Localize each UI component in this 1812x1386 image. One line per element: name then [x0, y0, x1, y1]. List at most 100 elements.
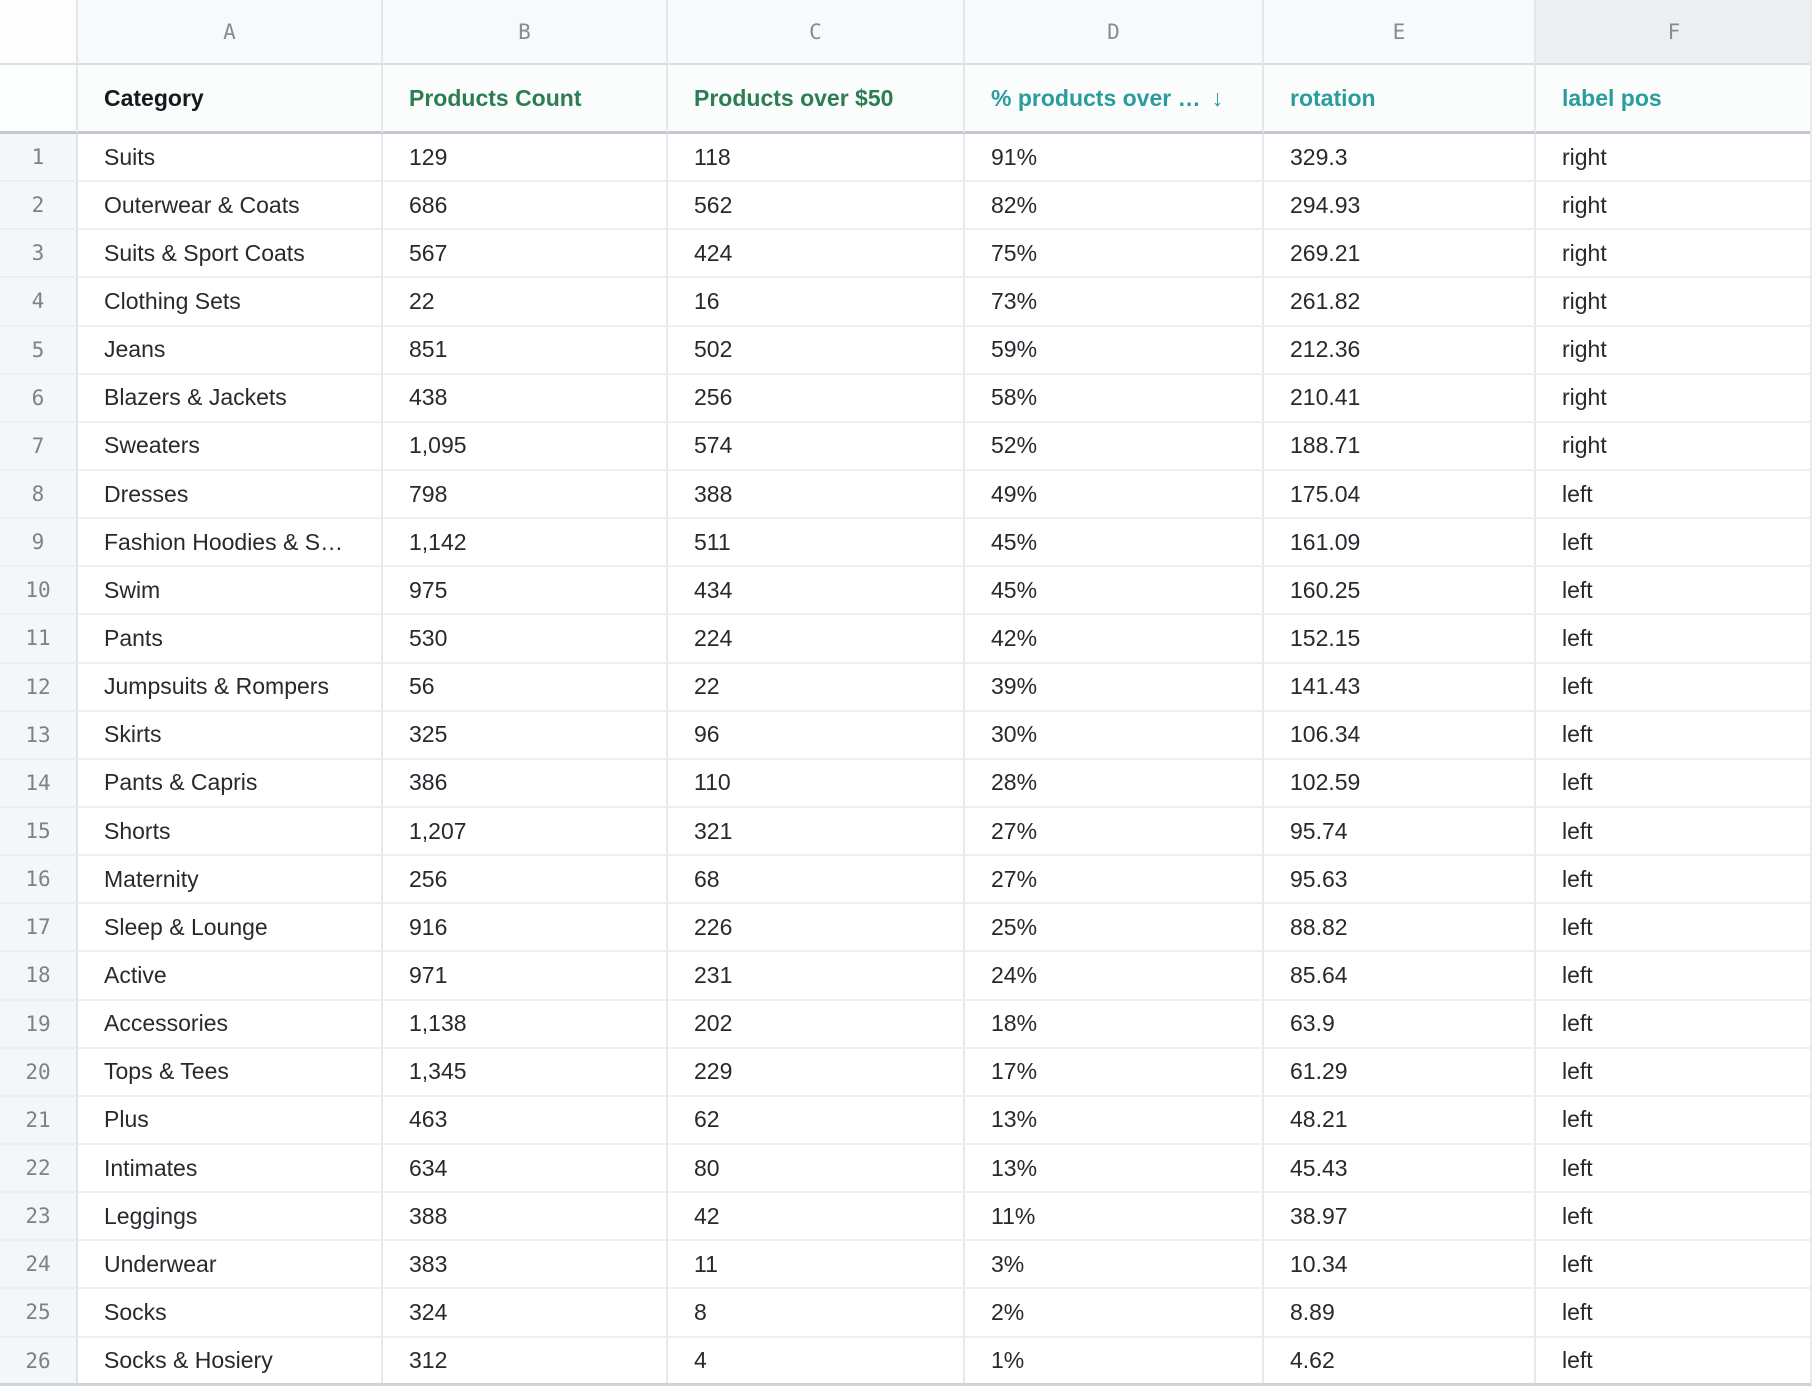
cell-b14[interactable]: 386 — [383, 759, 668, 808]
cell-a22[interactable]: Intimates — [78, 1144, 383, 1194]
cell-e13[interactable]: 106.34 — [1264, 711, 1536, 760]
cell-d25[interactable]: 2% — [965, 1289, 1264, 1338]
cell-e4[interactable]: 261.82 — [1264, 278, 1536, 327]
row-number[interactable]: 5 — [0, 326, 78, 375]
cell-a2[interactable]: Outerwear & Coats — [78, 182, 383, 231]
cell-c25[interactable]: 8 — [668, 1289, 965, 1338]
cell-f19[interactable]: left — [1536, 1000, 1810, 1049]
cell-d11[interactable]: 42% — [965, 615, 1264, 664]
cell-e2[interactable]: 294.93 — [1264, 182, 1536, 231]
cell-d1[interactable]: 91% — [965, 134, 1264, 183]
cell-f26[interactable]: left — [1536, 1337, 1810, 1383]
cell-a24[interactable]: Underwear — [78, 1241, 383, 1290]
row-number[interactable]: 19 — [0, 1000, 78, 1049]
cell-f9[interactable]: left — [1536, 519, 1810, 568]
cell-f12[interactable]: left — [1536, 663, 1810, 712]
cell-a1[interactable]: Suits — [78, 134, 383, 183]
cell-a18[interactable]: Active — [78, 952, 383, 1001]
cell-d4[interactable]: 73% — [965, 278, 1264, 327]
cell-c4[interactable]: 16 — [668, 278, 965, 327]
cell-a7[interactable]: Sweaters — [78, 422, 383, 471]
cell-c19[interactable]: 202 — [668, 1000, 965, 1049]
cell-e25[interactable]: 8.89 — [1264, 1289, 1536, 1338]
cell-d15[interactable]: 27% — [965, 807, 1264, 857]
cell-e14[interactable]: 102.59 — [1264, 759, 1536, 808]
cell-b23[interactable]: 388 — [383, 1193, 668, 1242]
cell-a20[interactable]: Tops & Tees — [78, 1048, 383, 1097]
cell-f11[interactable]: left — [1536, 615, 1810, 664]
row-number[interactable]: 11 — [0, 615, 78, 664]
cell-a9[interactable]: Fashion Hoodies & S… — [78, 519, 383, 568]
cell-d21[interactable]: 13% — [965, 1096, 1264, 1145]
cell-b25[interactable]: 324 — [383, 1289, 668, 1338]
cell-e6[interactable]: 210.41 — [1264, 374, 1536, 423]
row-number[interactable]: 25 — [0, 1289, 78, 1338]
cell-b6[interactable]: 438 — [383, 374, 668, 423]
row-number[interactable]: 17 — [0, 904, 78, 953]
cell-e5[interactable]: 212.36 — [1264, 326, 1536, 375]
cell-a16[interactable]: Maternity — [78, 856, 383, 905]
cell-c5[interactable]: 502 — [668, 326, 965, 375]
cell-c12[interactable]: 22 — [668, 663, 965, 712]
cell-d23[interactable]: 11% — [965, 1193, 1264, 1242]
column-letter-a[interactable]: A — [78, 0, 383, 65]
cell-b7[interactable]: 1,095 — [383, 422, 668, 471]
row-number[interactable]: 13 — [0, 711, 78, 760]
cell-c6[interactable]: 256 — [668, 374, 965, 423]
row-number[interactable]: 22 — [0, 1144, 78, 1194]
cell-f13[interactable]: left — [1536, 711, 1810, 760]
cell-f17[interactable]: left — [1536, 904, 1810, 953]
cell-f16[interactable]: left — [1536, 856, 1810, 905]
cell-b13[interactable]: 325 — [383, 711, 668, 760]
cell-f20[interactable]: left — [1536, 1048, 1810, 1097]
cell-d13[interactable]: 30% — [965, 711, 1264, 760]
cell-e15[interactable]: 95.74 — [1264, 807, 1536, 857]
cell-b11[interactable]: 530 — [383, 615, 668, 664]
cell-d8[interactable]: 49% — [965, 470, 1264, 520]
cell-b2[interactable]: 686 — [383, 182, 668, 231]
row-number[interactable]: 20 — [0, 1048, 78, 1097]
cell-c1[interactable]: 118 — [668, 134, 965, 183]
cell-a12[interactable]: Jumpsuits & Rompers — [78, 663, 383, 712]
cell-e23[interactable]: 38.97 — [1264, 1193, 1536, 1242]
cell-e11[interactable]: 152.15 — [1264, 615, 1536, 664]
cell-c24[interactable]: 11 — [668, 1241, 965, 1290]
row-number[interactable]: 21 — [0, 1096, 78, 1145]
cell-f18[interactable]: left — [1536, 952, 1810, 1001]
row-number[interactable]: 1 — [0, 134, 78, 183]
cell-b20[interactable]: 1,345 — [383, 1048, 668, 1097]
column-letter-c[interactable]: C — [668, 0, 965, 65]
cell-c23[interactable]: 42 — [668, 1193, 965, 1242]
cell-e16[interactable]: 95.63 — [1264, 856, 1536, 905]
row-number[interactable]: 10 — [0, 567, 78, 616]
cell-a11[interactable]: Pants — [78, 615, 383, 664]
cell-b16[interactable]: 256 — [383, 856, 668, 905]
row-number[interactable]: 15 — [0, 807, 78, 857]
cell-f5[interactable]: right — [1536, 326, 1810, 375]
row-number[interactable]: 7 — [0, 422, 78, 471]
cell-a3[interactable]: Suits & Sport Coats — [78, 230, 383, 279]
row-number[interactable]: 2 — [0, 182, 78, 231]
header-cell-b[interactable]: Products Count — [383, 65, 668, 134]
cell-f14[interactable]: left — [1536, 759, 1810, 808]
cell-c7[interactable]: 574 — [668, 422, 965, 471]
cell-c26[interactable]: 4 — [668, 1337, 965, 1383]
column-letter-e[interactable]: E — [1264, 0, 1536, 65]
cell-f25[interactable]: left — [1536, 1289, 1810, 1338]
cell-b5[interactable]: 851 — [383, 326, 668, 375]
cell-b8[interactable]: 798 — [383, 470, 668, 520]
cell-d19[interactable]: 18% — [965, 1000, 1264, 1049]
cell-a17[interactable]: Sleep & Lounge — [78, 904, 383, 953]
cell-a26[interactable]: Socks & Hosiery — [78, 1337, 383, 1383]
cell-f23[interactable]: left — [1536, 1193, 1810, 1242]
row-number[interactable]: 26 — [0, 1337, 78, 1383]
row-number[interactable]: 18 — [0, 952, 78, 1001]
cell-d17[interactable]: 25% — [965, 904, 1264, 953]
cell-b4[interactable]: 22 — [383, 278, 668, 327]
cell-f2[interactable]: right — [1536, 182, 1810, 231]
cell-a4[interactable]: Clothing Sets — [78, 278, 383, 327]
cell-e8[interactable]: 175.04 — [1264, 470, 1536, 520]
cell-a6[interactable]: Blazers & Jackets — [78, 374, 383, 423]
cell-a23[interactable]: Leggings — [78, 1193, 383, 1242]
cell-f4[interactable]: right — [1536, 278, 1810, 327]
